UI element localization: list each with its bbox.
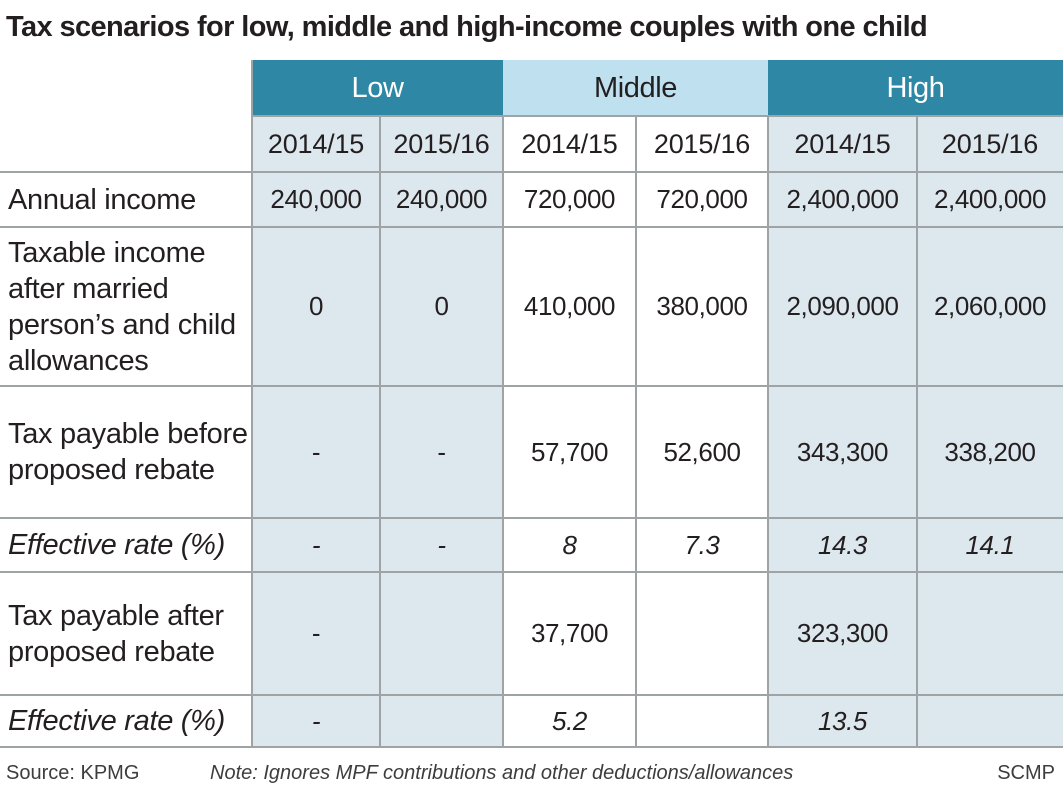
column-divider	[635, 116, 637, 747]
table-cell: 720,000	[656, 184, 748, 214]
credit: SCMP	[997, 762, 1055, 784]
table-cell: -	[380, 518, 503, 572]
row-divider	[252, 115, 1063, 117]
row-divider	[0, 746, 1063, 748]
row-label: Effective rate (%)	[8, 529, 225, 561]
column-group-low: Low	[252, 60, 503, 116]
table-cell: -	[380, 386, 503, 518]
table-cell: -	[252, 386, 380, 518]
table-cell: 37,700	[530, 618, 609, 648]
table-cell: 57,700	[530, 436, 609, 467]
table-cell: 52,600	[663, 436, 741, 467]
row-divider	[0, 171, 1063, 173]
tax-scenarios-table: Low Middle High 2014/15 2015/16 2014/15 2015/1…	[0, 57, 1063, 748]
table-cell: 380,000	[656, 291, 748, 321]
table-cell: 7.3	[684, 529, 720, 560]
row-label: Effective rate (%)	[8, 705, 225, 737]
year-header: 2015/16	[653, 128, 751, 159]
table-cell	[636, 572, 768, 695]
table-cell: 343,300	[768, 386, 917, 518]
year-header: 2014/15	[521, 128, 618, 159]
table-cell	[917, 572, 1063, 695]
table-cell: 323,300	[768, 572, 917, 695]
table-cell: 720,000	[523, 184, 616, 214]
row-label: Tax payable after proposed rebate	[8, 599, 224, 668]
table-cell: 410,000	[523, 291, 616, 321]
table-cell: 240,000	[252, 172, 380, 227]
footnote: Note: Ignores MPF contributions and othe…	[210, 762, 794, 784]
column-divider	[251, 60, 253, 747]
table-cell	[380, 695, 503, 747]
year-header: 2015/16	[380, 116, 503, 172]
table-cell	[380, 572, 503, 695]
table-cell: 0	[252, 227, 380, 386]
row-label: Tax payable before proposed rebate	[8, 418, 248, 486]
year-header: 2014/15	[252, 116, 380, 172]
table-cell: -	[252, 695, 380, 747]
column-divider	[379, 116, 381, 747]
row-divider	[0, 517, 1063, 519]
table-cell: 2,090,000	[768, 227, 917, 386]
table-cell: 5.2	[552, 705, 587, 736]
table-cell: 2,060,000	[917, 227, 1063, 386]
table-cell: 240,000	[380, 172, 503, 227]
table-cell	[917, 695, 1063, 747]
row-divider	[0, 694, 1063, 696]
table-cell: 2,400,000	[917, 172, 1063, 227]
table-cell: -	[252, 518, 380, 572]
row-divider	[0, 571, 1063, 573]
column-group-middle: Middle	[503, 60, 768, 116]
table-cell: 13.5	[768, 695, 917, 747]
row-divider	[0, 385, 1063, 387]
table-cell: -	[252, 572, 380, 695]
year-header: 2015/16	[917, 116, 1063, 172]
table-cell: 8	[562, 529, 577, 560]
column-group-high: High	[768, 60, 1063, 116]
column-divider	[767, 116, 769, 747]
row-label: Taxable income after married person’s an…	[8, 236, 236, 377]
table-cell: 338,200	[917, 386, 1063, 518]
table-cell	[636, 695, 768, 747]
year-header: 2014/15	[768, 116, 917, 172]
row-label: Annual income	[8, 183, 196, 216]
row-divider	[0, 226, 1063, 228]
column-divider	[502, 116, 504, 747]
table-cell: 2,400,000	[768, 172, 917, 227]
source-note: Source: KPMG	[6, 762, 140, 784]
table-cell: 0	[380, 227, 503, 386]
table-cell: 14.1	[917, 518, 1063, 572]
column-divider	[916, 116, 918, 747]
table-cell: 14.3	[768, 518, 917, 572]
chart-title: Tax scenarios for low, middle and high-i…	[6, 11, 928, 43]
